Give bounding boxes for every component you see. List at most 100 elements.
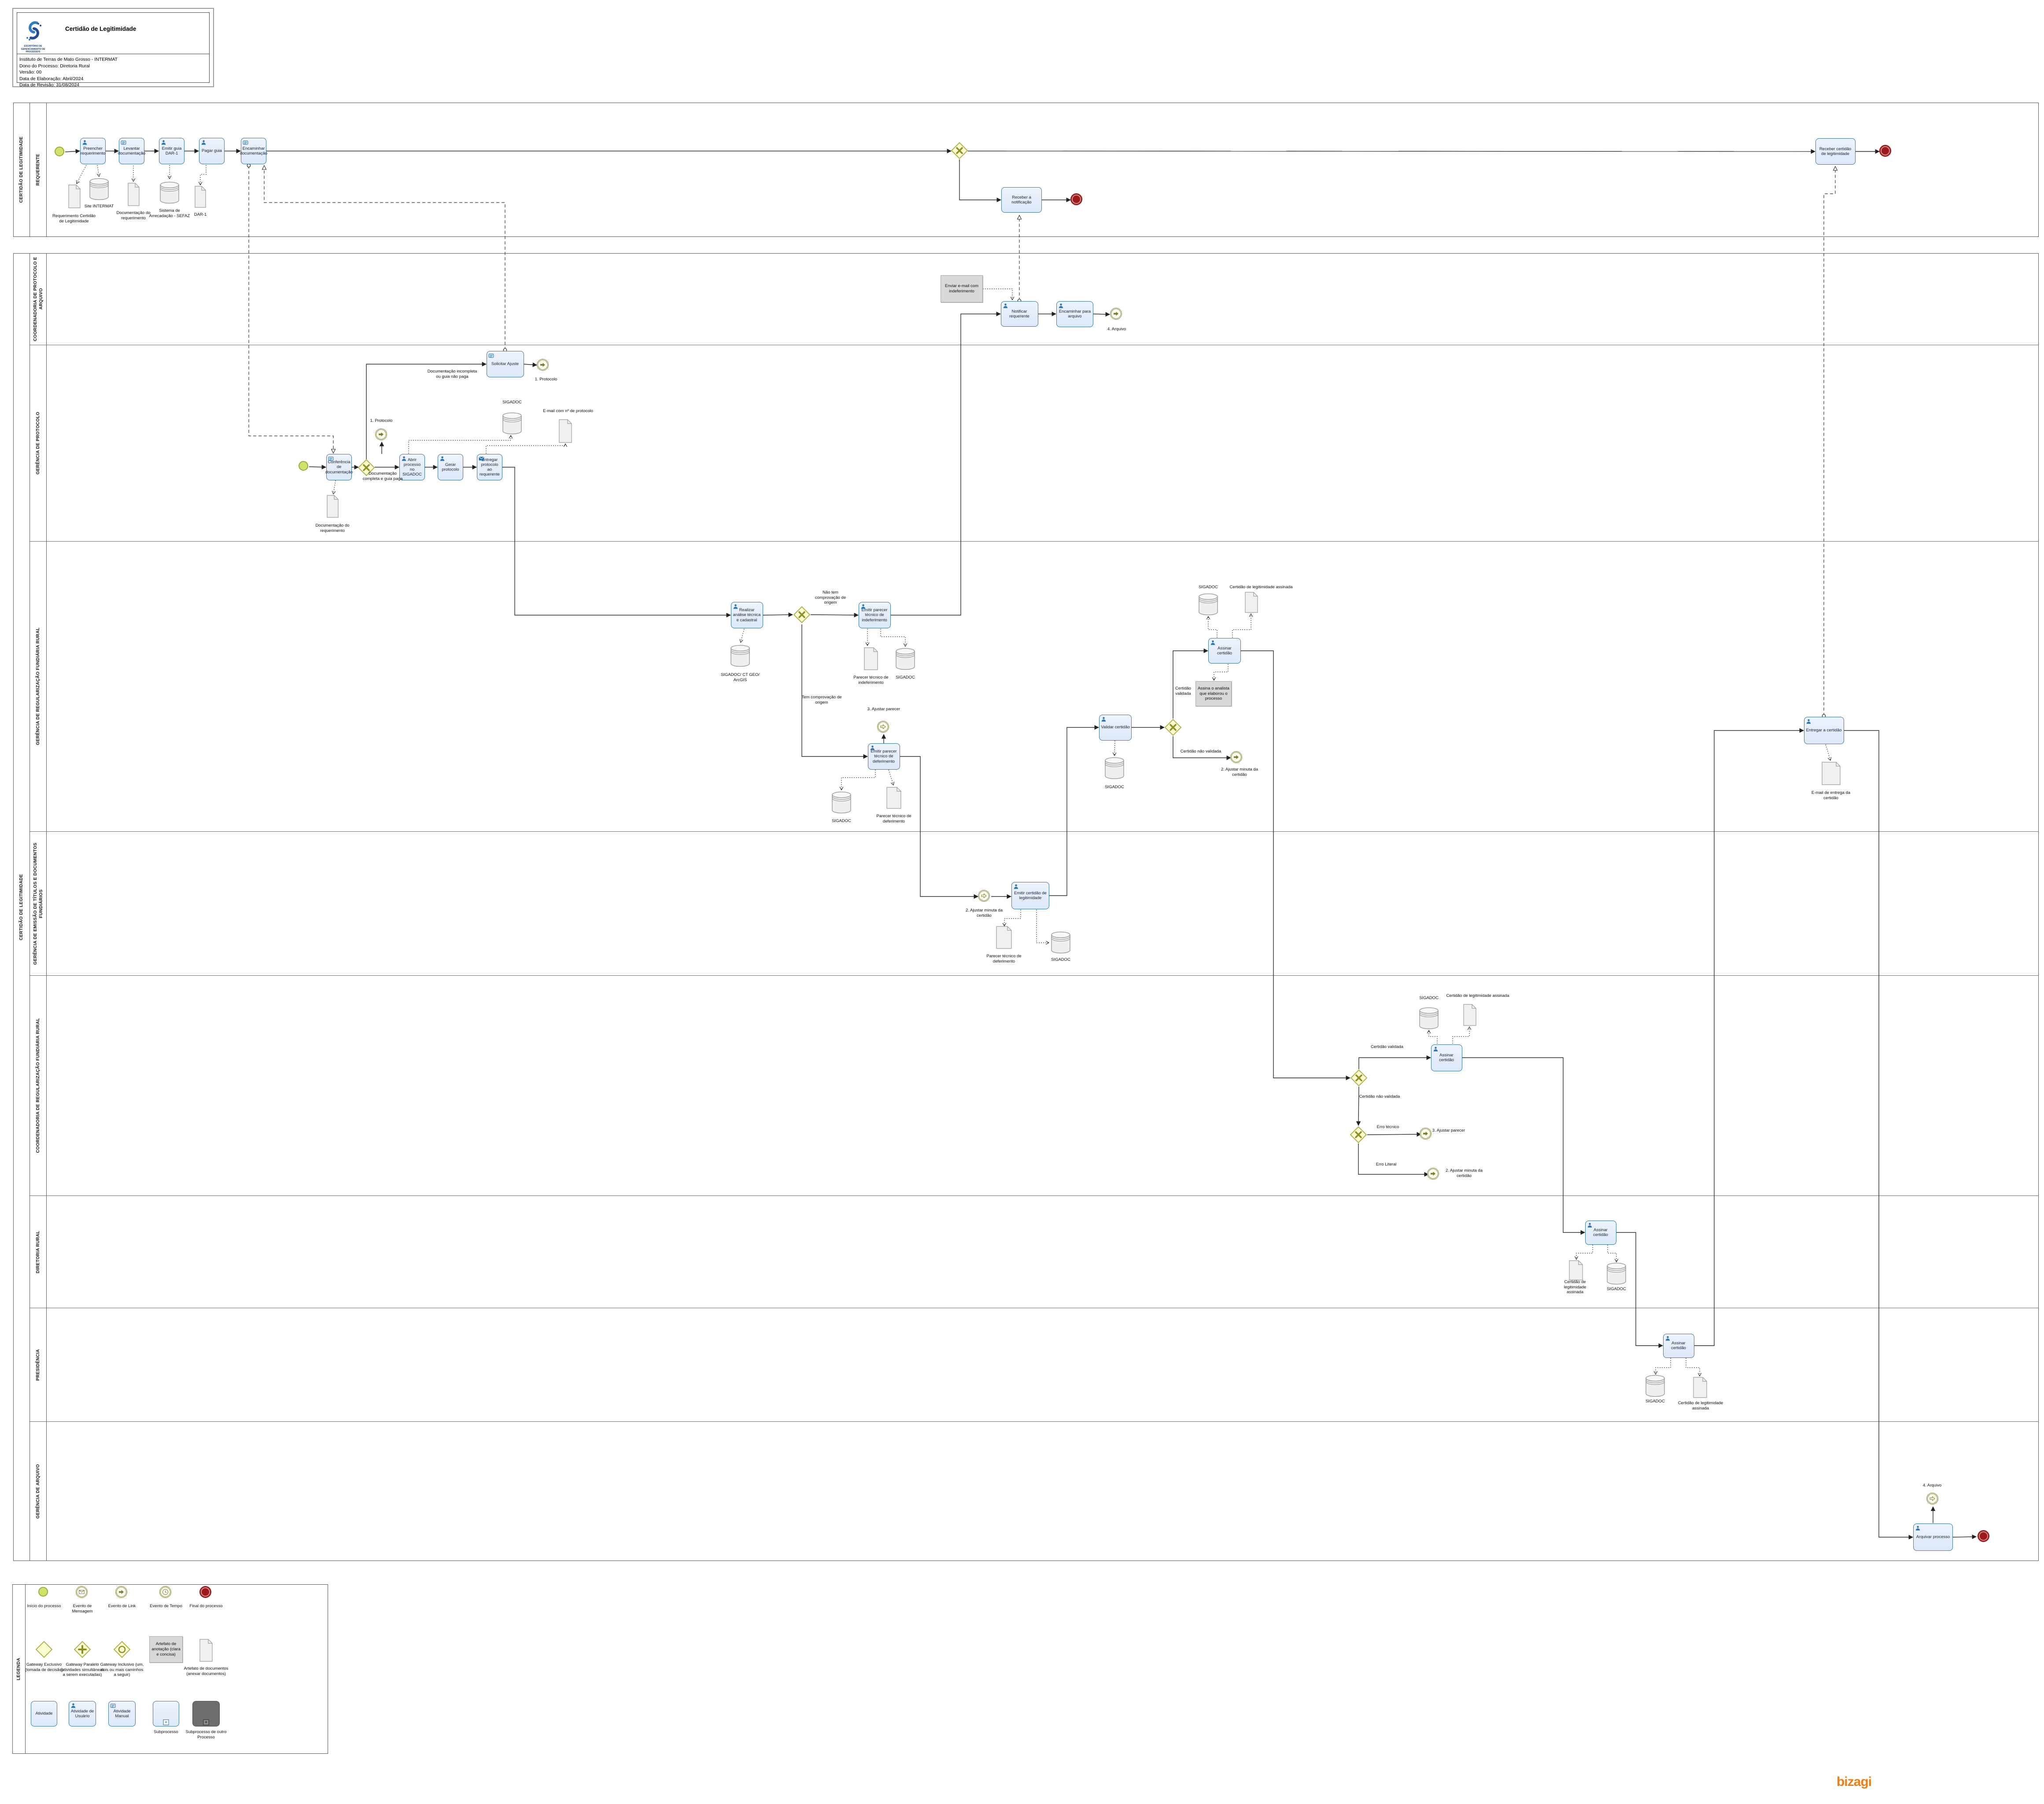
lg-t-ativ-task[interactable]: Atividade [31, 1701, 57, 1727]
d-cert4-document[interactable] [1693, 1377, 1707, 1398]
g5-gateway[interactable] [1350, 1126, 1367, 1144]
lg-ev-link-event[interactable] [115, 1586, 127, 1598]
lg-ev-tempo-event[interactable] [159, 1586, 171, 1598]
lg-gw-inc-gateway[interactable] [113, 1641, 131, 1658]
t-defer-task[interactable]: Emitir parecer técnico de deferimento [867, 743, 900, 770]
t-analise-task[interactable]: Realizar análise técnica e cadastral [731, 602, 763, 628]
s-sigadoc3-datastore[interactable] [831, 791, 852, 814]
g0-gateway[interactable] [951, 142, 968, 159]
lbl-nao-comprova: Não tem comprovação de origem [815, 590, 846, 605]
ev-end2-event[interactable] [1879, 144, 1891, 157]
d-indef-document[interactable] [864, 647, 878, 670]
ev-end1-event[interactable] [1070, 193, 1082, 205]
d-docreq2-document[interactable] [326, 495, 339, 518]
l3-throw-event[interactable] [1419, 1127, 1432, 1140]
t-validar-task[interactable]: Validar certidão [1099, 714, 1132, 741]
d-cert1-document[interactable] [1245, 592, 1258, 613]
t-emitir-guia-task[interactable]: Emitir guia DAR-1 [159, 138, 184, 164]
task-label: Atividade de Usuário [70, 1708, 94, 1719]
lg-ev-inicio-event[interactable] [38, 1587, 48, 1597]
task-label: Solicitar Ajuste [491, 362, 519, 367]
lg-subo: Subprocesso de outro Processo [185, 1730, 227, 1740]
t-encaminhar-task[interactable]: Encaminhar documentação [240, 138, 267, 164]
t-assinar2-task[interactable]: Assinar certidão [1431, 1044, 1462, 1071]
t-enc-arquivo-task[interactable]: Encaminhar para arquivo [1056, 301, 1093, 327]
t-pagar-task[interactable]: Pagar guia [199, 138, 225, 164]
d-req-document[interactable] [68, 184, 81, 208]
l4-throw-event[interactable] [1110, 307, 1122, 320]
lg-gw-exc-gateway[interactable] [35, 1641, 53, 1658]
s-sigadoc6-datastore[interactable] [1051, 931, 1071, 954]
d-cert2-document[interactable] [1463, 1004, 1476, 1026]
lbl-2ajustar-t2: 2. Ajustar minuta da certidão [1446, 1168, 1483, 1178]
t-notificar-task[interactable]: Notificar requerente [1000, 301, 1038, 327]
s-site-datastore[interactable] [89, 177, 109, 200]
l4-catch-event[interactable] [1926, 1492, 1938, 1505]
s-sigadoc5-datastore[interactable] [1198, 593, 1218, 616]
lg-t-sub-task[interactable]: + [153, 1701, 179, 1727]
t-assinar4-task[interactable]: Assinar certidão [1663, 1333, 1694, 1358]
s-geo-datastore[interactable] [730, 644, 750, 667]
lg-t-ativm-task[interactable]: Atividade Manual [108, 1701, 136, 1727]
t-arquivar-task[interactable]: Arquivar processo [1913, 1524, 1953, 1551]
d-defer-document[interactable] [886, 787, 901, 809]
t-gerar-task[interactable]: Gerar protocolo [438, 454, 463, 480]
g4-gateway[interactable] [1350, 1069, 1368, 1087]
lg-link: Evento de Link [108, 1604, 136, 1608]
manual-task-icon [110, 1703, 116, 1708]
s-sefaz-datastore[interactable] [159, 181, 180, 204]
l1-throw-event[interactable] [536, 358, 549, 371]
l2-throw2-event[interactable] [1427, 1167, 1439, 1180]
d-email-prot-document[interactable] [559, 419, 572, 443]
t-receber-cert-task[interactable]: Receber certidão de legitimidade [1815, 138, 1856, 165]
lg-t-subo-task[interactable]: + [192, 1701, 220, 1727]
d-defer2-document[interactable] [996, 926, 1012, 949]
l1-catch-event[interactable] [375, 428, 387, 440]
ev-start2-event[interactable] [299, 461, 308, 471]
t-abrir-task[interactable]: Abrir processo no SIGADOC [399, 454, 425, 480]
association [1427, 1029, 1438, 1044]
d-cert3-document[interactable] [1569, 1260, 1583, 1280]
t-assinar3-task[interactable]: Assinar certidão [1585, 1220, 1616, 1245]
l2-throw-event[interactable] [1230, 751, 1242, 763]
lg-doc-document[interactable] [199, 1639, 213, 1662]
t-entregar-cert-task[interactable]: Entregar a certidão [1804, 717, 1844, 744]
d-docreq1-document[interactable] [127, 182, 140, 206]
t-preencher-task[interactable]: Preencher requerimento [80, 138, 106, 164]
s-sigadoc8-datastore[interactable] [1606, 1262, 1627, 1285]
t-conf-task[interactable]: Conferência de documentação [325, 454, 353, 480]
link-event-arrow-icon [376, 429, 386, 439]
s-sigadoc2-datastore[interactable] [895, 647, 915, 670]
g2-gateway[interactable] [793, 606, 811, 623]
t-solicitar-task[interactable]: Solicitar Ajuste [486, 351, 524, 377]
lg-t-ativu-task[interactable]: Atividade de Usuário [69, 1701, 96, 1727]
t-levantar-task[interactable]: Levantar documentação [118, 138, 145, 164]
lbl-sigadoc9: SIGADOC [1646, 1399, 1665, 1404]
g1-gateway[interactable] [358, 459, 375, 476]
t-indef-task[interactable]: Emitir parecer técnico de indeferimento [858, 602, 891, 628]
s-sigadoc9-datastore[interactable] [1645, 1374, 1665, 1397]
s-sigadoc1-datastore[interactable] [502, 412, 522, 435]
t-receber-notif-task[interactable]: Receber a notificação [1001, 187, 1042, 213]
d-dar-document[interactable] [195, 186, 206, 208]
l2-catch-event[interactable] [978, 889, 990, 902]
g3-gateway[interactable] [1164, 719, 1182, 736]
t-assinar1-task[interactable]: Assinar certidão [1208, 638, 1241, 664]
user-task-icon [1806, 719, 1812, 724]
ev-start1-event[interactable] [55, 147, 64, 156]
lbl-2ajustar-t1: 2. Ajustar minuta da certidão [1221, 767, 1258, 777]
s-sigadoc7-datastore[interactable] [1419, 1007, 1439, 1029]
s-sigadoc4-datastore[interactable] [1104, 756, 1125, 779]
lbl-req-cert: Requerimento Certidão de Legitimidade [52, 214, 96, 224]
d-email-entrega-document[interactable] [1821, 761, 1841, 785]
t-entregar-prot-task[interactable]: Entregar protocolo ao requerente [477, 454, 502, 480]
l3-catch-event[interactable] [877, 720, 889, 733]
lbl-cert-nao2: Certidão não validada [1359, 1094, 1400, 1099]
ev-end3-event[interactable] [1977, 1530, 1989, 1542]
sequence-flow [1367, 1132, 1422, 1137]
lbl-sigadoc2: SIGADOC [896, 675, 915, 680]
lg-ev-final-event[interactable] [199, 1586, 211, 1598]
t-emitir-cert-task[interactable]: Emitir certidão de legitimidade [1011, 882, 1049, 909]
lg-ev-msg-event[interactable] [75, 1586, 88, 1598]
lg-gw-par-gateway[interactable] [74, 1641, 91, 1658]
